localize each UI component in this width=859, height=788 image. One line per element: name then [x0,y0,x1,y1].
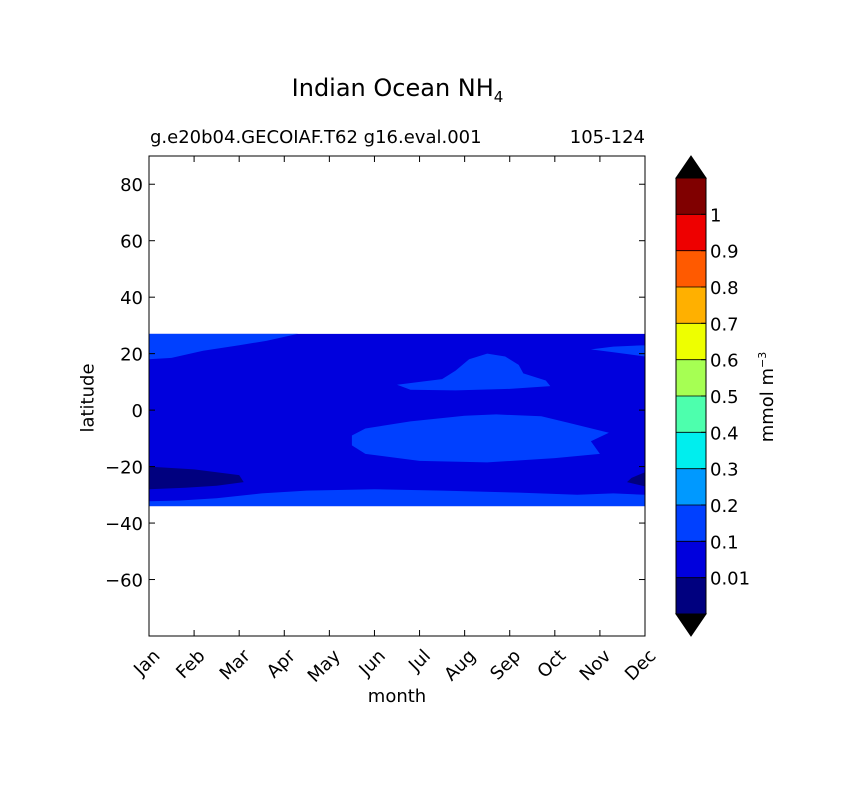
colorbar-segment [676,432,706,469]
contour-south-band [149,489,645,507]
contour-north-patch [397,353,551,391]
plot-frame [148,155,646,637]
y-tick-label: 0 [132,401,143,422]
colorbar-tick-label: 0.01 [710,569,750,590]
x-tick-label: Nov [576,645,616,685]
colorbar-extend-under [675,613,707,637]
x-tick-label: Apr [263,645,300,682]
x-tick-label: Mar [216,645,255,684]
colorbar-tick-label: 0.2 [710,496,739,517]
chart-title-text: Indian Ocean NH [291,74,494,102]
contour-low-patch-east [627,472,645,487]
contour-central-patch [351,414,609,463]
colorbar-segment [676,541,706,578]
colorbar-segment [676,287,706,324]
plot-area [149,333,645,507]
x-tick-label: Aug [440,646,480,686]
colorbar-tick-label: 0.9 [710,242,739,263]
x-tick-label: May [304,645,345,686]
y-tick-label: −20 [105,458,143,479]
x-tick-label: Dec [621,646,660,685]
x-tick-label: Feb [172,646,209,683]
colorbar-segment [676,468,706,505]
x-tick-label: Jul [404,646,435,677]
y-tick-label: 40 [120,288,143,309]
colorbar-tick-label: 0.8 [710,278,739,299]
contour-low-patch-west [149,466,244,490]
colorbar-segment [676,359,706,396]
colorbar-tick-label: 0.3 [710,460,739,481]
colorbar-segment [676,178,706,215]
x-tick-label: Sep [486,646,525,685]
contour-north-band-east [590,333,645,357]
colorbar: 0.01 0.1 0.2 0.3 0.4 0.5 0.6 0.7 0.8 0.9 1 [675,155,750,637]
colorbar-tick-label: 0.7 [710,314,739,335]
y-tick-label: −60 [105,571,143,592]
x-tick-label: Jan [129,646,164,681]
x-axis-label: month [367,686,427,707]
y-tick-label: −40 [105,514,143,535]
y-tick-label: 20 [120,345,143,366]
colorbar-segment [676,323,706,360]
colorbar-segment [676,577,706,614]
colorbar-tick-label: 0.4 [710,423,739,444]
colorbar-tick-label: 0.1 [710,532,739,553]
contour-north-band-west [149,333,298,360]
colorbar-segment [676,214,706,251]
colorbar-tick-label: 0.5 [710,387,739,408]
x-tick-label: Jun [354,646,389,681]
colorbar-segment [676,396,706,433]
colorbar-tick-label: 1 [710,205,721,226]
colorbar-extend-over [675,155,707,179]
chart-title-subscript: 4 [493,87,504,106]
colorbar-segment [676,250,706,287]
colorbar-tick-label: 0.6 [710,351,739,372]
chart-subtitle-left: g.e20b04.GECOIAF.T62 g16.eval.001 [150,127,482,148]
chart-title: Indian Ocean NH4 [0,74,795,106]
y-tick-label: 60 [120,232,143,253]
colorbar-segment [676,505,706,542]
chart-subtitle-right: 105-124 [569,127,645,148]
y-tick-label: 80 [120,175,143,196]
x-tick-label: Oct [533,646,570,683]
